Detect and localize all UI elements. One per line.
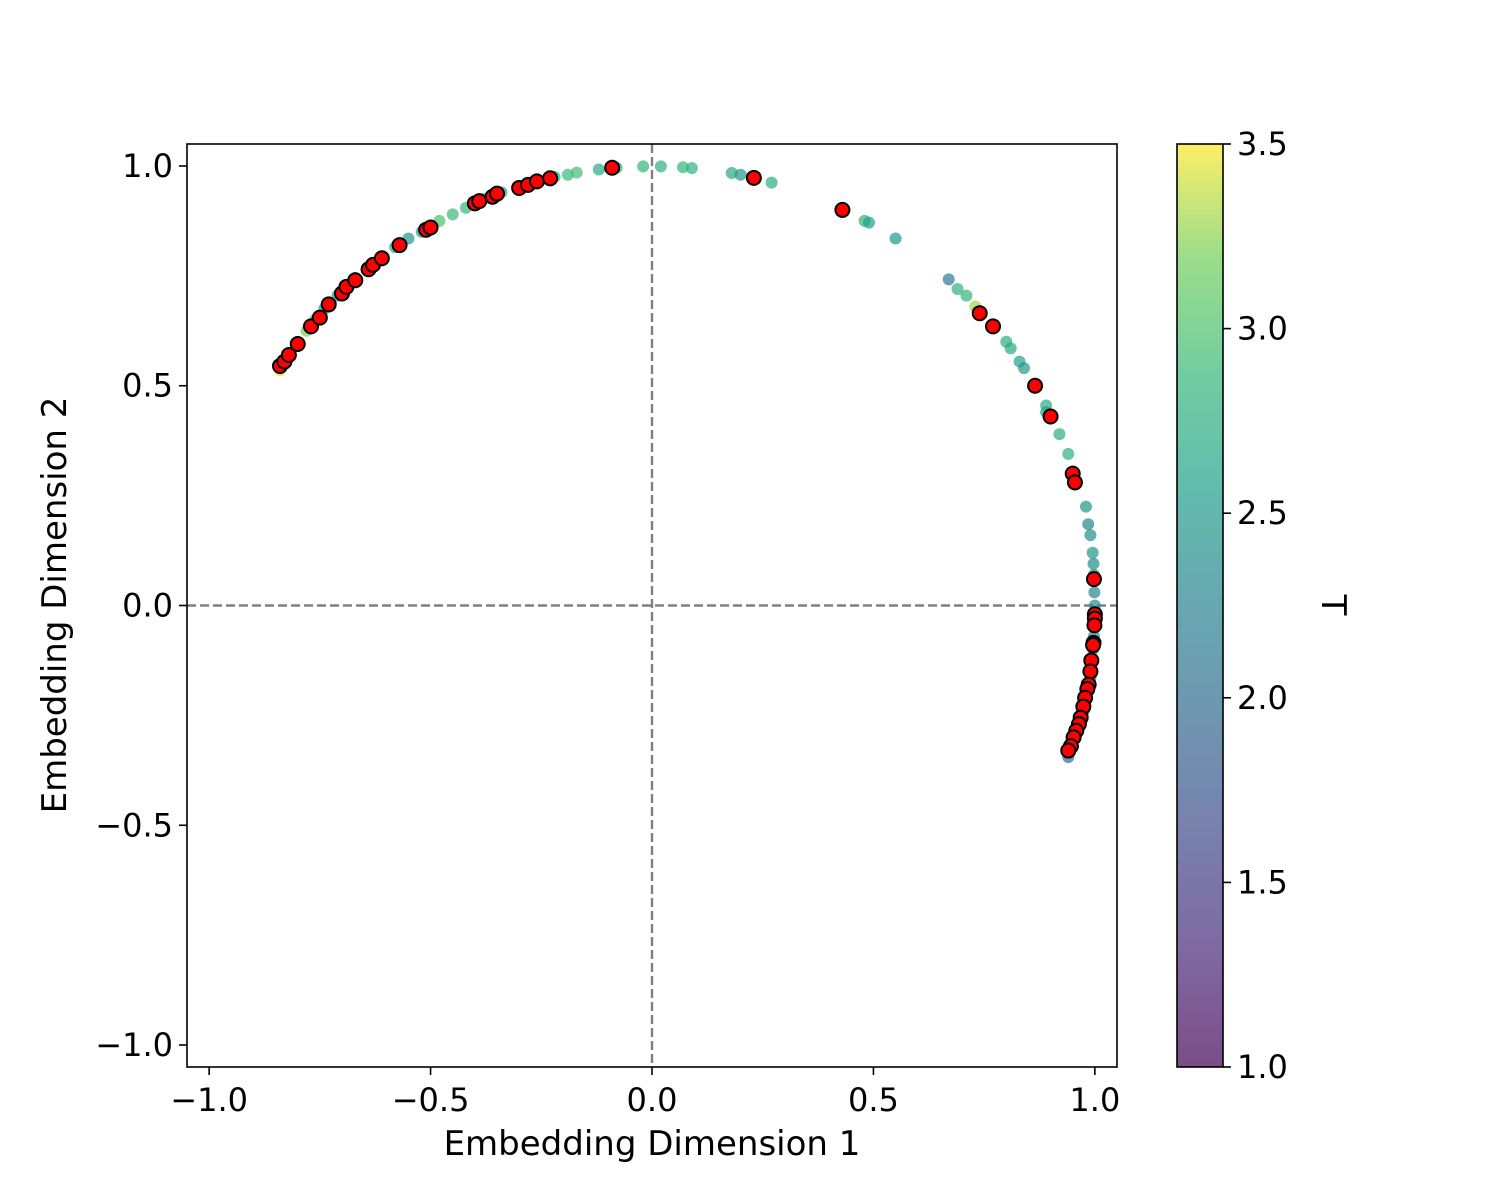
highlight-point: [422, 219, 439, 236]
x-tick-label: 0.0: [627, 1081, 678, 1119]
highlight-point: [320, 296, 337, 313]
highlight-point: [1042, 408, 1059, 425]
highlight-point: [280, 346, 297, 363]
colorbar-label: T: [1313, 594, 1353, 616]
data-point: [734, 168, 747, 181]
data-point: [1080, 500, 1092, 513]
data-point: [446, 208, 459, 221]
data-point: [889, 232, 902, 245]
data-point: [677, 161, 689, 174]
x-axis-label: Embedding Dimension 1: [444, 1124, 861, 1164]
x-axis-ticks: −1.0 −0.5 0.0 0.5 1.0: [170, 1067, 1120, 1119]
data-point: [1086, 546, 1099, 559]
points-layer: [272, 159, 1103, 764]
colorbar-tick-label: 2.0: [1237, 679, 1288, 717]
data-point: [1082, 518, 1095, 531]
highlight-point: [289, 335, 306, 352]
data-point: [1087, 557, 1100, 570]
x-tick-label: −0.5: [392, 1081, 470, 1119]
data-point: [1088, 586, 1101, 599]
highlight-point: [1086, 617, 1103, 634]
colorbar-frame: [1176, 143, 1224, 1068]
data-point: [685, 162, 698, 175]
y-tick-label: −0.5: [95, 806, 173, 844]
highlight-point: [1066, 474, 1083, 491]
highlight-point: [391, 237, 408, 254]
colorbar: 1.0 1.5 2.0 2.5 3.0 3.5 T: [1176, 125, 1353, 1086]
highlight-point: [1085, 571, 1102, 588]
data-point: [570, 166, 583, 179]
reference-lines: [187, 144, 1117, 1067]
data-point: [1004, 342, 1017, 355]
colorbar-tick-label: 1.0: [1237, 1048, 1288, 1086]
y-tick-label: −1.0: [95, 1026, 173, 1064]
data-point: [942, 273, 955, 286]
data-point: [592, 163, 605, 176]
highlight-point: [604, 159, 621, 176]
data-point: [1062, 447, 1075, 460]
colorbar-tick-label: 3.0: [1237, 310, 1288, 348]
colorbar-tick-label: 1.5: [1237, 863, 1288, 901]
highlight-point: [311, 309, 328, 326]
x-tick-label: 1.0: [1069, 1081, 1120, 1119]
highlight-point: [373, 250, 390, 267]
data-point: [863, 216, 875, 229]
highlight-point: [1082, 663, 1099, 680]
data-point: [1018, 362, 1030, 375]
data-point: [1084, 529, 1097, 542]
y-tick-label: 0.5: [122, 367, 173, 405]
highlight-point: [489, 185, 505, 202]
highlight-point: [1027, 377, 1044, 394]
x-tick-label: 0.5: [848, 1081, 899, 1119]
data-point: [654, 160, 667, 173]
y-tick-label: 1.0: [122, 147, 173, 185]
data-point: [637, 160, 650, 173]
highlight-point: [528, 173, 545, 190]
x-tick-label: −1.0: [170, 1081, 248, 1119]
y-axis-label: Embedding Dimension 2: [35, 397, 75, 814]
data-point: [1053, 428, 1066, 441]
highlight-point: [1060, 742, 1077, 759]
y-axis-ticks: −1.0 −0.5 0.0 0.5 1.0: [95, 147, 187, 1064]
colorbar-tick-label: 2.5: [1237, 494, 1288, 532]
highlight-point: [834, 201, 851, 218]
highlight-point: [971, 305, 988, 322]
colorbar-gradient: [1177, 144, 1223, 1067]
data-point: [951, 283, 964, 296]
colorbar-ticks: 1.0 1.5 2.0 2.5 3.0 3.5: [1223, 125, 1288, 1086]
highlight-point: [1085, 637, 1102, 654]
colorbar-tick-label: 3.5: [1237, 125, 1288, 163]
data-point: [960, 289, 973, 302]
data-point: [765, 176, 778, 189]
highlight-point: [985, 318, 1001, 335]
highlight-point: [542, 170, 559, 187]
highlight-point: [471, 193, 488, 210]
highlight-point: [745, 169, 762, 186]
y-tick-label: 0.0: [122, 587, 173, 625]
highlight-point: [347, 272, 364, 289]
